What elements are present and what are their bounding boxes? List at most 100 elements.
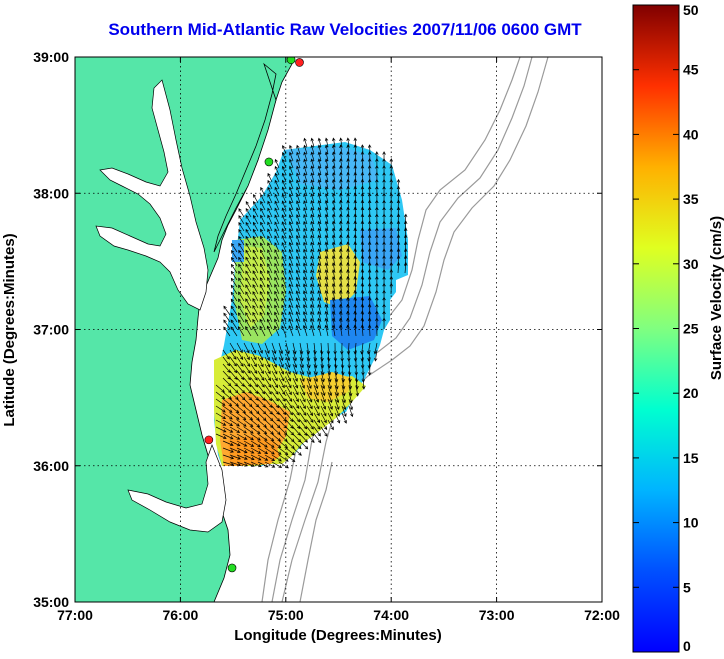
velocity-arrow (292, 391, 299, 403)
velocity-arrow (281, 200, 287, 211)
velocity-arrow (299, 405, 307, 416)
velocity-arrow (245, 263, 252, 274)
velocity-arrow (281, 172, 287, 183)
velocity-arrow (243, 447, 255, 454)
velocity-arrow (266, 297, 273, 309)
velocity-arrow (288, 193, 294, 204)
velocity-arrow (303, 137, 308, 148)
velocity-arrow (222, 426, 234, 433)
velocity-arrow (310, 276, 315, 288)
velocity-arrow (252, 214, 259, 225)
velocity-arrow (303, 220, 308, 232)
velocity-arrow (278, 454, 289, 462)
velocity-arrow (299, 370, 305, 382)
velocity-arrow (331, 241, 336, 253)
velocity-arrow (230, 277, 238, 288)
velocity-arrow (230, 326, 238, 337)
velocity-arrow (245, 256, 252, 267)
velocity-arrow (306, 405, 313, 417)
velocity-arrow (215, 412, 227, 420)
velocity-arrow (245, 277, 252, 288)
velocity-arrow (375, 324, 379, 337)
velocity-arrow (222, 391, 232, 400)
velocity-arrow (229, 349, 237, 360)
velocity-arrow (341, 412, 347, 424)
velocity-arrow (259, 290, 266, 302)
velocity-arrow (281, 221, 287, 232)
velocity-arrow (313, 433, 322, 444)
velocity-arrow (285, 398, 293, 409)
velocity-arrow (288, 221, 294, 232)
velocity-arrow (278, 377, 285, 389)
velocity-arrow (223, 312, 231, 323)
velocity-arrow (252, 284, 259, 295)
velocity-arrow (303, 151, 308, 162)
velocity-arrow (271, 342, 277, 355)
velocity-arrow (278, 363, 285, 375)
velocity-arrow (317, 172, 322, 183)
velocity-arrow (331, 185, 336, 197)
velocity-arrow (250, 419, 261, 428)
grid-lines (75, 57, 602, 602)
velocity-arrow (260, 193, 266, 204)
velocity-arrow (281, 207, 287, 218)
velocity-arrow (310, 137, 315, 148)
velocity-arrow (346, 158, 350, 169)
y-axis-ticks: 39:00 38:00 37:00 36:00 35:00 (33, 49, 602, 610)
velocity-arrow (250, 384, 259, 395)
y-tick-label: 35:00 (33, 594, 69, 610)
velocity-arrow (271, 363, 278, 375)
velocity-arrow (295, 304, 301, 316)
colorbar-ticks: 0 5 10 15 20 25 30 35 40 45 50 (633, 2, 699, 654)
velocity-arrow (243, 342, 250, 354)
velocity-arrow (222, 398, 233, 407)
velocity-arrow (229, 391, 239, 400)
colorbar-tick-label: 5 (683, 579, 691, 595)
velocity-arrow (303, 207, 308, 218)
velocity-arrow (230, 298, 238, 309)
velocity-arrow (266, 318, 273, 330)
x-tick-label: 76:00 (162, 607, 198, 623)
velocity-arrow (267, 242, 273, 253)
velocity-arrow (281, 283, 287, 295)
velocity-arrow (295, 311, 301, 323)
colorbar-tick-label: 20 (683, 385, 699, 401)
velocity-arrow (289, 158, 294, 169)
velocity-arrow (332, 137, 336, 148)
velocity-arrow (252, 318, 259, 330)
velocity-arrow (252, 249, 259, 260)
velocity-arrow (229, 440, 241, 447)
velocity-arrow (274, 242, 280, 253)
velocity-arrow (278, 356, 284, 368)
velocity-arrow (253, 200, 259, 211)
velocity-arrow (230, 284, 238, 295)
velocity-arrow (222, 405, 233, 413)
velocity-arrow (317, 137, 322, 148)
velocity-arrow (310, 206, 315, 218)
velocity-arrow (238, 305, 245, 316)
velocity-arrow (327, 412, 334, 424)
velocity-arrow (245, 228, 252, 239)
velocity-arrow (281, 228, 287, 239)
velocity-arrow (310, 151, 315, 162)
velocity-arrow (243, 454, 255, 461)
velocity-arrow (339, 185, 343, 197)
velocity-arrow (238, 228, 245, 239)
velocity-arrow (281, 269, 287, 281)
velocity-arrow (324, 144, 329, 155)
velocity-arrow (324, 220, 329, 232)
velocity-arrow (252, 242, 259, 253)
velocity-arrow (257, 454, 269, 461)
velocity-arrow (348, 391, 353, 404)
velocity-arrow (334, 356, 338, 369)
velocity-arrow (367, 363, 372, 376)
y-tick-label: 39:00 (33, 49, 69, 65)
velocity-arrow (306, 433, 315, 443)
velocity-arrow (324, 290, 329, 302)
velocity-arrow (260, 228, 266, 239)
velocity-arrow (281, 158, 287, 169)
velocity-arrow (295, 221, 301, 232)
velocity-arrow (267, 214, 273, 225)
velocity-arrow (222, 454, 235, 460)
velocity-arrow (327, 377, 332, 390)
